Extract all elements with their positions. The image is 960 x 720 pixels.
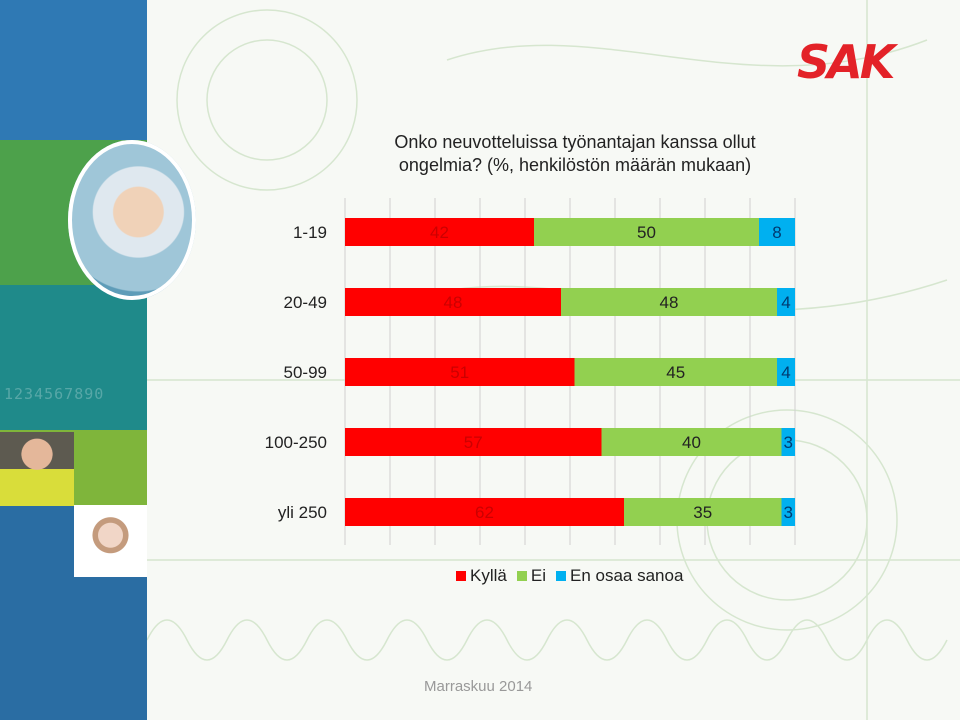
bar-segment bbox=[624, 498, 782, 526]
category-label: 1-19 bbox=[293, 223, 327, 242]
bars-group: 42 50 8 48 48 4 51 45 4 57 40 3 62 35 3 bbox=[345, 218, 795, 526]
category-label: 100-250 bbox=[265, 433, 327, 452]
decorative-side-band: 1234567890 bbox=[0, 0, 147, 720]
bar-segment bbox=[561, 288, 777, 316]
bar-segment bbox=[777, 358, 795, 386]
bar-segment bbox=[534, 218, 759, 246]
category-label: 50-99 bbox=[284, 363, 327, 382]
data-label: 42 bbox=[430, 223, 449, 242]
data-label: 40 bbox=[682, 433, 701, 452]
footer-date: Marraskuu 2014 bbox=[424, 678, 533, 695]
category-label: yli 250 bbox=[278, 503, 327, 522]
worker-photo bbox=[0, 432, 74, 506]
data-label: 4 bbox=[781, 363, 790, 382]
bar-segment bbox=[601, 428, 782, 456]
bar-segment bbox=[345, 218, 534, 246]
band-tile-blue bbox=[0, 0, 147, 140]
legend-item-en-osaa-sanoa: En osaa sanoa bbox=[555, 566, 684, 586]
data-label: 3 bbox=[784, 433, 793, 452]
legend: Kyllä Ei En osaa sanoa bbox=[456, 566, 693, 586]
bar-segment bbox=[345, 288, 561, 316]
bar-segment bbox=[777, 288, 795, 316]
data-label: 4 bbox=[781, 293, 790, 312]
bar-segment bbox=[345, 428, 602, 456]
data-label: 35 bbox=[693, 503, 712, 522]
data-label: 62 bbox=[475, 503, 494, 522]
decorative-numbers: 1234567890 bbox=[4, 385, 105, 403]
worker-photo-woman bbox=[74, 505, 147, 577]
legend-label-kylla: Kyllä bbox=[470, 566, 507, 585]
data-label: 48 bbox=[660, 293, 679, 312]
handshake-photo bbox=[68, 140, 196, 300]
chart-title: Onko neuvotteluissa työnantajan kanssa o… bbox=[394, 132, 756, 175]
bar-segment bbox=[781, 498, 795, 526]
data-label: 51 bbox=[450, 363, 469, 382]
legend-item-ei: Ei bbox=[516, 566, 546, 586]
data-label: 50 bbox=[637, 223, 656, 242]
data-label: 57 bbox=[464, 433, 483, 452]
category-label: 20-49 bbox=[284, 293, 327, 312]
data-label: 45 bbox=[666, 363, 685, 382]
legend-item-kylla: Kyllä bbox=[456, 566, 507, 586]
data-label: 48 bbox=[444, 293, 463, 312]
band-tile-teal bbox=[0, 285, 147, 430]
legend-swatch-kylla bbox=[456, 571, 466, 581]
sak-logo: SAK bbox=[797, 35, 895, 89]
bar-segment bbox=[781, 428, 795, 456]
bar-segment bbox=[759, 218, 795, 246]
bar-segment bbox=[345, 498, 624, 526]
bar-segment bbox=[574, 358, 777, 386]
legend-label-en-osaa-sanoa: En osaa sanoa bbox=[569, 566, 684, 585]
legend-swatch-ei bbox=[516, 571, 527, 581]
data-label: 8 bbox=[772, 223, 781, 242]
background-line-art bbox=[147, 0, 960, 720]
bar-segment bbox=[345, 358, 575, 386]
legend-swatch-en-osaa-sanoa bbox=[555, 571, 566, 581]
category-labels: 1-19 20-49 50-99 100-250 yli 250 bbox=[265, 223, 327, 522]
data-label: 3 bbox=[784, 503, 793, 522]
legend-label-ei: Ei bbox=[530, 566, 546, 585]
